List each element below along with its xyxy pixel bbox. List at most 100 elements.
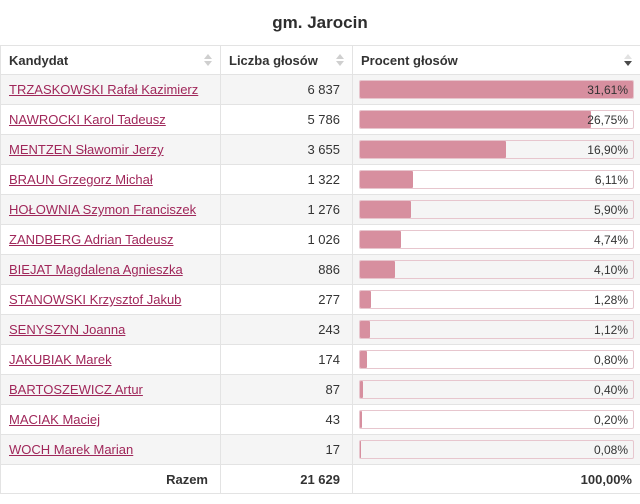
percent-bar-fill (360, 381, 363, 398)
candidate-link[interactable]: TRZASKOWSKI Rafał Kazimierz (9, 82, 198, 97)
percent-cell: 0,08% (353, 435, 640, 465)
percent-bar-track: 4,74% (359, 230, 634, 249)
table-row: WOCH Marek Marian 17 0,08% (1, 435, 640, 465)
column-header-candidate-label: Kandydat (9, 53, 68, 68)
votes-value: 886 (221, 255, 353, 285)
percent-cell: 31,61% (353, 75, 640, 105)
candidate-link[interactable]: HOŁOWNIA Szymon Franciszek (9, 202, 196, 217)
table-row: NAWROCKI Karol Tadeusz 5 786 26,75% (1, 105, 640, 135)
percent-bar-track: 0,40% (359, 380, 634, 399)
percent-bar-fill (360, 411, 362, 428)
candidate-link[interactable]: WOCH Marek Marian (9, 442, 133, 457)
table-row: ZANDBERG Adrian Tadeusz 1 026 4,74% (1, 225, 640, 255)
sort-arrows-icon[interactable] (336, 54, 344, 66)
sort-down-icon (204, 61, 212, 66)
candidate-link[interactable]: JAKUBIAK Marek (9, 352, 112, 367)
totals-label: Razem (1, 465, 221, 494)
candidate-link[interactable]: SENYSZYN Joanna (9, 322, 125, 337)
sort-up-icon (624, 54, 632, 59)
votes-value: 243 (221, 315, 353, 345)
percent-bar-track: 6,11% (359, 170, 634, 189)
percent-bar-fill (360, 141, 506, 158)
percent-bar-track: 4,10% (359, 260, 634, 279)
candidate-cell: MACIAK Maciej (1, 405, 221, 435)
percent-cell: 4,74% (353, 225, 640, 255)
votes-value: 43 (221, 405, 353, 435)
percent-bar-fill (360, 351, 367, 368)
sort-up-icon (336, 54, 344, 59)
percent-value: 4,10% (594, 264, 628, 276)
percent-bar-track: 0,08% (359, 440, 634, 459)
candidate-cell: NAWROCKI Karol Tadeusz (1, 105, 221, 135)
page-title: gm. Jarocin (0, 13, 640, 33)
table-row: HOŁOWNIA Szymon Franciszek 1 276 5,90% (1, 195, 640, 225)
percent-cell: 4,10% (353, 255, 640, 285)
column-header-votes-label: Liczba głosów (229, 53, 318, 68)
votes-value: 87 (221, 375, 353, 405)
percent-bar-fill (360, 111, 591, 128)
candidate-cell: SENYSZYN Joanna (1, 315, 221, 345)
candidate-cell: JAKUBIAK Marek (1, 345, 221, 375)
percent-cell: 26,75% (353, 105, 640, 135)
percent-bar-fill (360, 231, 401, 248)
table-row: BARTOSZEWICZ Artur 87 0,40% (1, 375, 640, 405)
votes-value: 1 276 (221, 195, 353, 225)
candidate-cell: BARTOSZEWICZ Artur (1, 375, 221, 405)
percent-value: 0,80% (594, 354, 628, 366)
votes-value: 5 786 (221, 105, 353, 135)
votes-value: 17 (221, 435, 353, 465)
column-header-candidate[interactable]: Kandydat (1, 46, 221, 75)
candidate-cell: HOŁOWNIA Szymon Franciszek (1, 195, 221, 225)
candidate-link[interactable]: STANOWSKI Krzysztof Jakub (9, 292, 181, 307)
percent-bar-fill (360, 261, 395, 278)
column-header-votes[interactable]: Liczba głosów (221, 46, 353, 75)
sort-down-icon (624, 61, 632, 66)
sort-down-icon (336, 61, 344, 66)
votes-value: 277 (221, 285, 353, 315)
votes-value: 3 655 (221, 135, 353, 165)
candidate-link[interactable]: MACIAK Maciej (9, 412, 100, 427)
percent-cell: 6,11% (353, 165, 640, 195)
percent-value: 31,61% (587, 84, 628, 96)
percent-value: 16,90% (587, 144, 628, 156)
percent-value: 6,11% (595, 174, 628, 186)
totals-votes: 21 629 (221, 465, 353, 494)
votes-value: 1 026 (221, 225, 353, 255)
totals-row: Razem 21 629 100,00% (1, 465, 640, 494)
percent-cell: 1,28% (353, 285, 640, 315)
percent-value: 0,20% (594, 414, 628, 426)
percent-bar-track: 5,90% (359, 200, 634, 219)
percent-bar-track: 16,90% (359, 140, 634, 159)
votes-value: 1 322 (221, 165, 353, 195)
percent-bar-fill (360, 201, 411, 218)
results-table: Kandydat Liczba głosów Procent głosów TR… (0, 45, 640, 494)
table-row: STANOWSKI Krzysztof Jakub 277 1,28% (1, 285, 640, 315)
candidate-cell: BIEJAT Magdalena Agnieszka (1, 255, 221, 285)
candidate-link[interactable]: MENTZEN Sławomir Jerzy (9, 142, 164, 157)
candidate-link[interactable]: ZANDBERG Adrian Tadeusz (9, 232, 174, 247)
percent-value: 0,08% (594, 444, 628, 456)
candidate-cell: BRAUN Grzegorz Michał (1, 165, 221, 195)
percent-bar-fill (360, 171, 413, 188)
sort-arrows-icon[interactable] (204, 54, 212, 66)
percent-value: 1,28% (594, 294, 628, 306)
percent-bar-track: 26,75% (359, 110, 634, 129)
table-row: BIEJAT Magdalena Agnieszka 886 4,10% (1, 255, 640, 285)
percent-cell: 0,20% (353, 405, 640, 435)
candidate-link[interactable]: BARTOSZEWICZ Artur (9, 382, 143, 397)
percent-bar-fill (360, 441, 361, 458)
percent-value: 4,74% (594, 234, 628, 246)
sort-arrows-icon[interactable] (624, 54, 632, 66)
candidate-link[interactable]: BRAUN Grzegorz Michał (9, 172, 153, 187)
column-header-percent-label: Procent głosów (361, 53, 458, 68)
column-header-percent[interactable]: Procent głosów (353, 46, 640, 75)
percent-bar-track: 1,28% (359, 290, 634, 309)
candidate-cell: MENTZEN Sławomir Jerzy (1, 135, 221, 165)
percent-value: 5,90% (594, 204, 628, 216)
candidate-link[interactable]: BIEJAT Magdalena Agnieszka (9, 262, 183, 277)
candidate-link[interactable]: NAWROCKI Karol Tadeusz (9, 112, 166, 127)
percent-cell: 5,90% (353, 195, 640, 225)
